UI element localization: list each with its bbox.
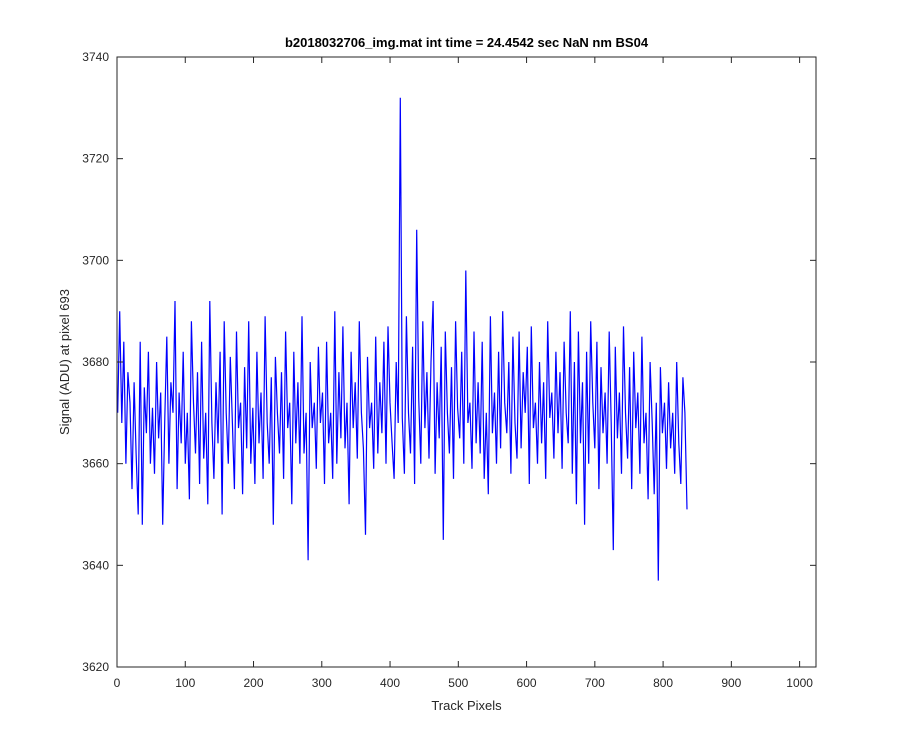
x-tick-label: 500 bbox=[448, 676, 468, 690]
series-layer bbox=[117, 97, 688, 581]
x-tick-label: 300 bbox=[312, 676, 332, 690]
x-tick-label: 600 bbox=[517, 676, 537, 690]
y-tick-label: 3640 bbox=[82, 558, 109, 572]
series-line-1 bbox=[117, 97, 688, 581]
y-tick-label: 3680 bbox=[82, 355, 109, 369]
x-tick-label: 0 bbox=[114, 676, 121, 690]
x-tick-label: 700 bbox=[585, 676, 605, 690]
x-tick-label: 100 bbox=[175, 676, 195, 690]
y-tick-label: 3740 bbox=[82, 50, 109, 64]
x-tick-label: 1000 bbox=[786, 676, 813, 690]
y-axis-label: Signal (ADU) at pixel 693 bbox=[57, 289, 72, 435]
y-axis: 3620 3640 3660 3680 3700 3720 3740 bbox=[82, 50, 816, 674]
y-tick-label: 3620 bbox=[82, 660, 109, 674]
x-tick-label: 900 bbox=[721, 676, 741, 690]
y-tick-label: 3660 bbox=[82, 457, 109, 471]
x-tick-label: 400 bbox=[380, 676, 400, 690]
y-tick-label: 3720 bbox=[82, 152, 109, 166]
x-axis-label: Track Pixels bbox=[431, 698, 502, 713]
y-tick-label: 3700 bbox=[82, 253, 109, 267]
x-tick-label: 200 bbox=[244, 676, 264, 690]
x-axis: 0 100 200 300 400 500 600 700 800 900 1000 bbox=[114, 57, 813, 690]
chart-title: b2018032706_img.mat int time = 24.4542 s… bbox=[285, 35, 649, 50]
x-tick-label: 800 bbox=[653, 676, 673, 690]
